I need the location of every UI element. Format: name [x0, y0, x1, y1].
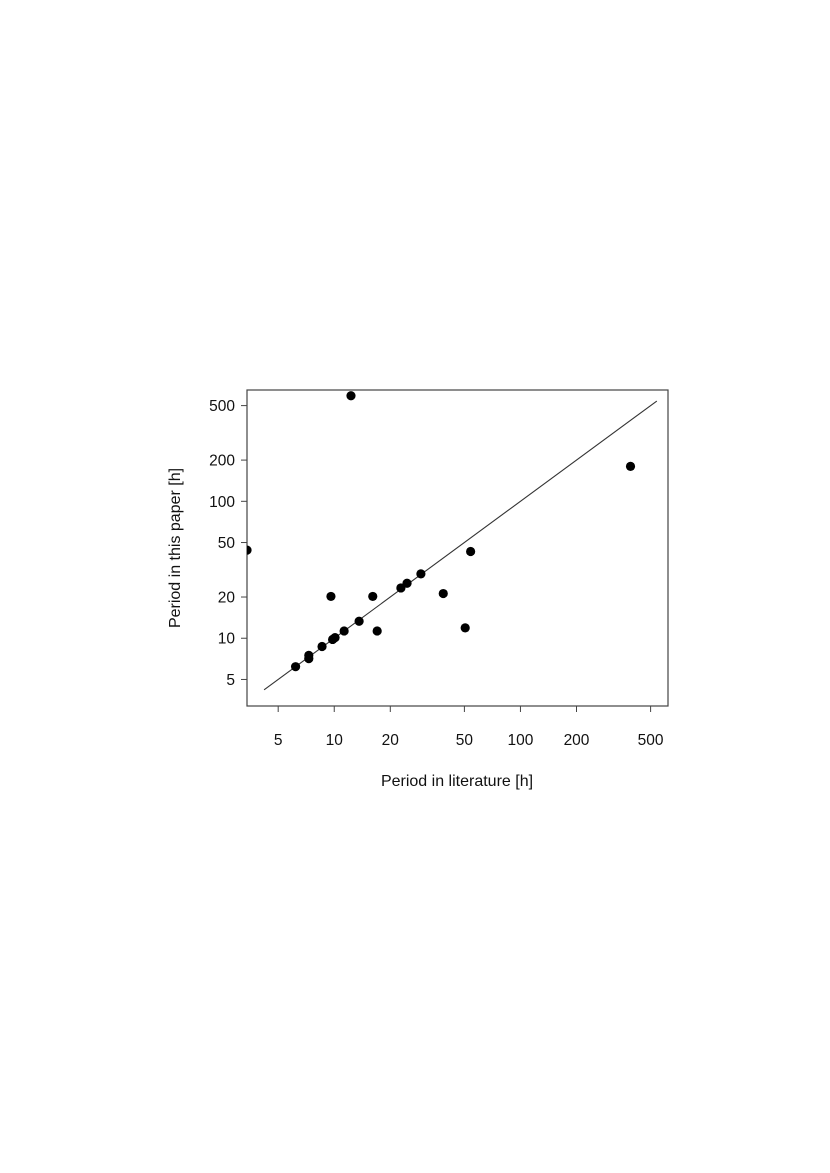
data-point: [372, 626, 382, 636]
data-point: [290, 662, 301, 672]
data-point: [438, 588, 448, 599]
x-tick-label: 5: [274, 732, 283, 749]
data-point: [317, 641, 327, 652]
y-axis-label: Period in this paper [h]: [167, 468, 184, 628]
x-axis: 5 10 20 50 100 200 500: [274, 706, 664, 749]
data-point: [247, 545, 252, 555]
x-tick-label: 200: [564, 732, 590, 749]
x-tick-label: 100: [508, 732, 534, 749]
data-point: [330, 633, 340, 643]
x-tick-label: 50: [456, 732, 474, 749]
data-point: [466, 546, 476, 557]
data-point: [416, 569, 426, 579]
y-axis: 5 10 20 50 100 200 500: [209, 398, 247, 689]
data-point: [304, 650, 314, 660]
y-tick-label: 5: [226, 672, 235, 689]
y-tick-label: 10: [218, 631, 236, 648]
data-point: [368, 591, 378, 602]
y-tick-label: 100: [209, 494, 235, 511]
y-tick-label: 50: [218, 535, 236, 552]
data-point: [402, 578, 412, 588]
y-tick-label: 200: [209, 453, 235, 470]
data-point: [625, 461, 636, 471]
data-point: [326, 591, 336, 602]
data-point: [354, 616, 364, 626]
y-tick-label: 20: [218, 590, 236, 607]
data-points: [247, 391, 636, 672]
x-axis-label: Period in literature [h]: [381, 773, 533, 790]
y-tick-label: 500: [209, 398, 235, 415]
x-tick-label: 10: [326, 732, 344, 749]
x-tick-label: 500: [638, 732, 664, 749]
x-tick-label: 20: [382, 732, 400, 749]
data-point: [346, 391, 356, 401]
data-point: [460, 623, 470, 633]
data-point: [339, 626, 349, 636]
